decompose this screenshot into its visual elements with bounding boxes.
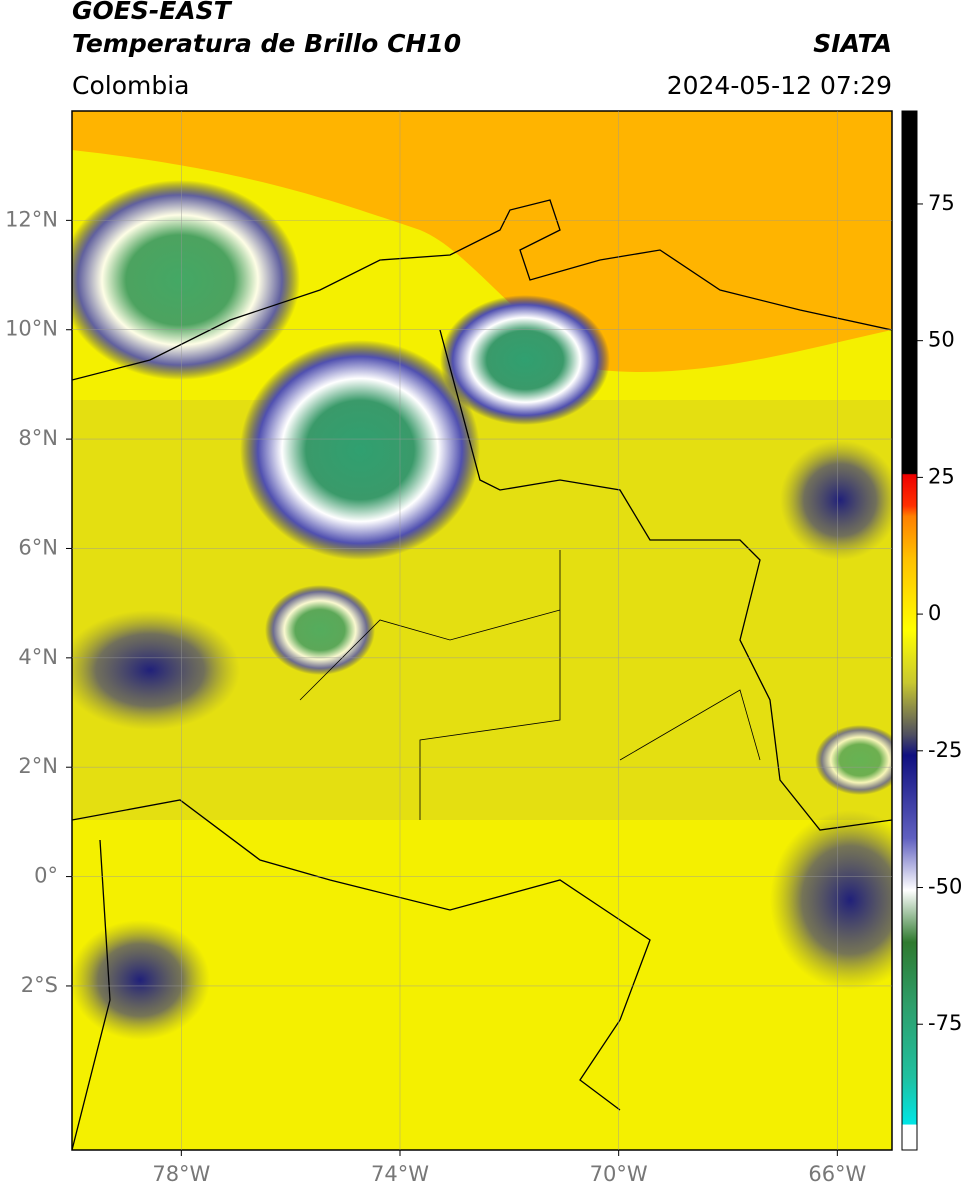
source-label: SIATA <box>813 29 892 58</box>
lon-tick-label: 74°W <box>371 1162 429 1186</box>
lat-tick-label: 2°S <box>21 973 58 997</box>
lon-tick-label: 70°W <box>590 1162 648 1186</box>
colorbar-tick-label: 50 <box>928 328 955 352</box>
colorbar-tick-label: -25 <box>928 738 962 762</box>
datetime-label: 2024-05-12 07:29 <box>667 71 892 100</box>
map-frame <box>71 110 893 1151</box>
lon-tick-label: 78°W <box>152 1162 210 1186</box>
lat-tick-label: 6°N <box>18 535 58 559</box>
satellite-image <box>72 111 892 1150</box>
lat-tick-label: 2°N <box>18 754 58 778</box>
colorbar-tick-label: -50 <box>928 875 962 899</box>
satellite-title: GOES-EAST <box>72 0 233 25</box>
lat-tick-label: 12°N <box>5 207 58 231</box>
colorbar-tick-label: 25 <box>928 464 955 488</box>
colorbar-tick-label: 0 <box>928 601 941 625</box>
region-label: Colombia <box>72 71 189 100</box>
lat-tick-label: 10°N <box>5 317 58 341</box>
product-title: Temperatura de Brillo CH10 <box>72 29 461 58</box>
lat-tick-label: 8°N <box>18 426 58 450</box>
colorbar-tick-label: 75 <box>928 191 955 215</box>
colorbar <box>901 110 918 1151</box>
colorbar-tick-label: -75 <box>928 1011 962 1035</box>
lat-tick-label: 4°N <box>18 645 58 669</box>
lat-tick-label: 0° <box>34 864 58 888</box>
lon-tick-label: 66°W <box>808 1162 866 1186</box>
